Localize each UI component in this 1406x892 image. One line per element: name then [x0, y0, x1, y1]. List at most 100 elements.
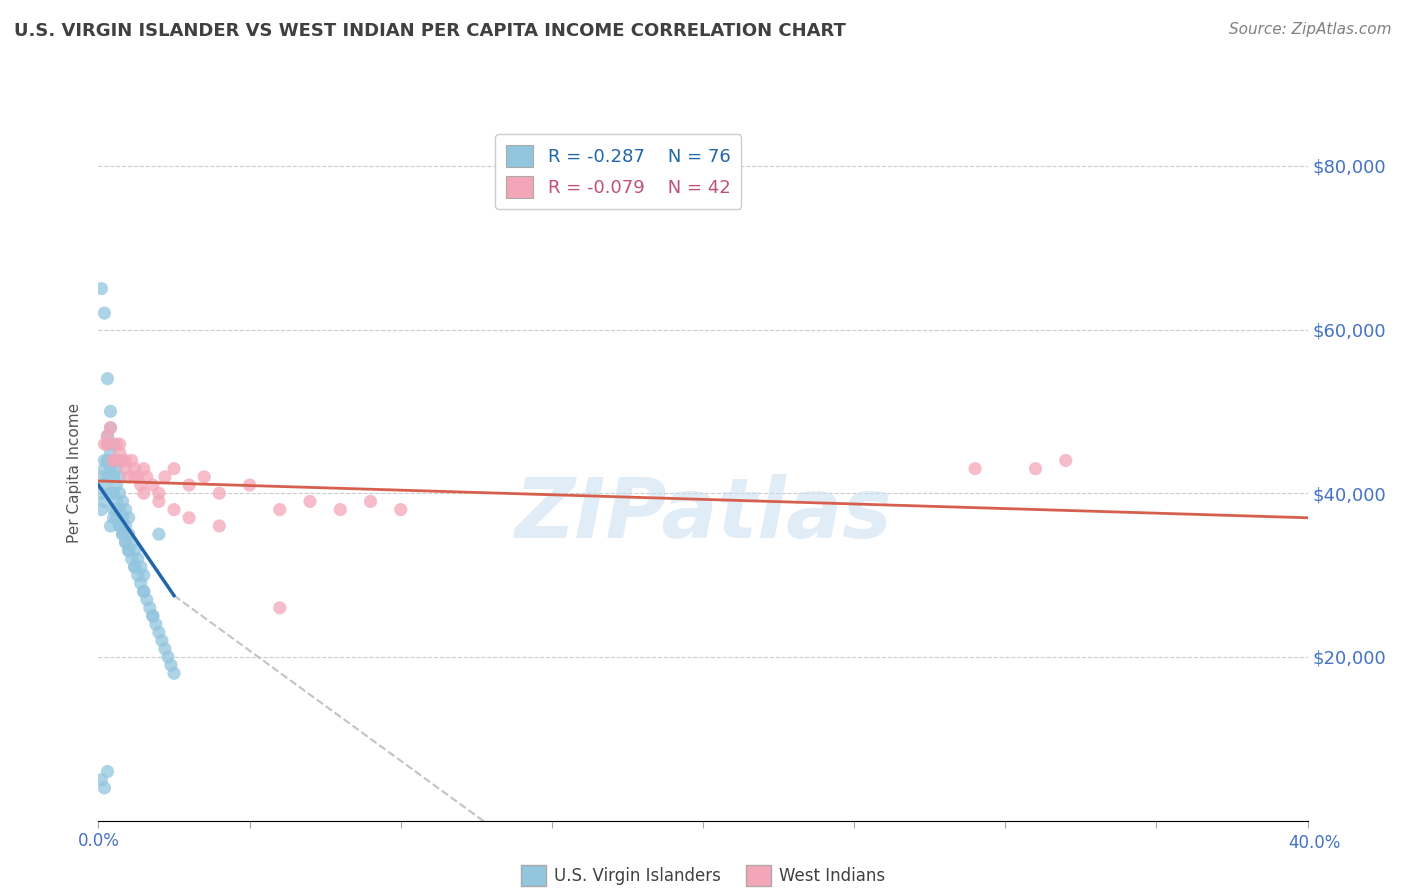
Point: [124, 470, 146, 484]
Point: [132, 584, 155, 599]
Point: [114, 453, 136, 467]
Point: [111, 494, 134, 508]
Point: [105, 494, 128, 508]
Point: [93, 453, 115, 467]
Point: [1024, 461, 1046, 475]
Point: [103, 437, 125, 451]
Point: [148, 486, 170, 500]
Point: [100, 404, 122, 418]
Point: [193, 470, 215, 484]
Point: [129, 560, 152, 574]
Point: [96, 437, 118, 451]
Point: [269, 600, 291, 615]
Point: [103, 453, 125, 467]
Y-axis label: Per Capita Income: Per Capita Income: [67, 402, 83, 543]
Point: [124, 461, 146, 475]
Point: [153, 641, 176, 656]
Point: [100, 461, 122, 475]
Point: [965, 461, 987, 475]
Point: [90, 772, 112, 787]
Point: [105, 510, 128, 524]
Point: [108, 486, 131, 500]
Point: [129, 576, 152, 591]
Point: [103, 510, 125, 524]
Point: [96, 453, 118, 467]
Point: [299, 494, 322, 508]
Point: [93, 494, 115, 508]
Point: [90, 486, 112, 500]
Point: [100, 486, 122, 500]
Point: [121, 535, 143, 549]
Point: [111, 453, 134, 467]
Point: [93, 478, 115, 492]
Point: [100, 421, 122, 435]
Point: [121, 453, 143, 467]
Point: [163, 502, 186, 516]
Point: [179, 510, 201, 524]
Point: [329, 502, 352, 516]
Point: [114, 535, 136, 549]
Point: [179, 478, 201, 492]
Point: [108, 502, 131, 516]
Point: [118, 510, 141, 524]
Point: [118, 527, 141, 541]
Point: [100, 421, 122, 435]
Point: [96, 437, 118, 451]
Point: [103, 502, 125, 516]
Point: [105, 502, 128, 516]
Point: [360, 494, 382, 508]
Point: [108, 519, 131, 533]
Point: [1054, 453, 1077, 467]
Point: [103, 486, 125, 500]
Point: [90, 502, 112, 516]
Point: [114, 535, 136, 549]
Point: [124, 560, 146, 574]
Point: [108, 519, 131, 533]
Point: [132, 461, 155, 475]
Point: [93, 306, 115, 320]
Point: [96, 429, 118, 443]
Point: [142, 478, 165, 492]
Point: [148, 625, 170, 640]
Point: [145, 617, 167, 632]
Point: [108, 445, 131, 459]
Point: [114, 519, 136, 533]
Point: [96, 429, 118, 443]
Point: [135, 592, 157, 607]
Point: [93, 461, 115, 475]
Point: [105, 478, 128, 492]
Point: [127, 551, 149, 566]
Point: [163, 461, 186, 475]
Point: [121, 551, 143, 566]
Legend: U.S. Virgin Islanders, West Indians: U.S. Virgin Islanders, West Indians: [515, 859, 891, 892]
Point: [142, 609, 165, 624]
Point: [118, 470, 141, 484]
Point: [90, 470, 112, 484]
Point: [105, 437, 128, 451]
Point: [208, 486, 231, 500]
Point: [96, 764, 118, 779]
Point: [124, 543, 146, 558]
Point: [208, 519, 231, 533]
Point: [114, 502, 136, 516]
Point: [142, 609, 165, 624]
Point: [100, 519, 122, 533]
Text: Source: ZipAtlas.com: Source: ZipAtlas.com: [1229, 22, 1392, 37]
Point: [93, 437, 115, 451]
Point: [153, 470, 176, 484]
Point: [108, 470, 131, 484]
Point: [148, 527, 170, 541]
Point: [148, 494, 170, 508]
Point: [118, 543, 141, 558]
Point: [132, 584, 155, 599]
Point: [239, 478, 262, 492]
Point: [93, 780, 115, 795]
Point: [160, 658, 183, 673]
Point: [114, 461, 136, 475]
Point: [108, 453, 131, 467]
Point: [108, 437, 131, 451]
Text: 40.0%: 40.0%: [1288, 834, 1341, 852]
Point: [96, 470, 118, 484]
Point: [135, 470, 157, 484]
Point: [103, 470, 125, 484]
